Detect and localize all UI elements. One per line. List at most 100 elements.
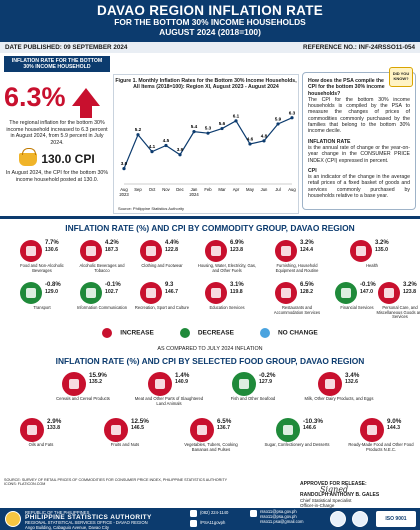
food-label: Oils and Fats [28, 442, 54, 447]
commodity-label: Education Services [209, 305, 245, 310]
commodity-rate: 3.2% [403, 282, 417, 288]
food-group-item: 3.4% 132.6 Milk, Other Dairy Products, and… [305, 372, 373, 401]
data-point [136, 133, 140, 137]
food-group-item: 2.9% 133.8 Oils and Fats [20, 418, 61, 447]
decrease-dot-icon [179, 328, 190, 338]
food-group-item: 12.5% 146.5 Fruits and Nuts [104, 418, 149, 447]
food-label: Fish and Other Seafood [230, 396, 276, 401]
increase-dot-icon [102, 328, 113, 338]
tick-label-year: 2024 [189, 192, 199, 197]
dyk-question: How does the PSA compile the CPI for the… [308, 78, 385, 97]
care-icon [378, 282, 400, 304]
page-subtitle: FOR THE BOTTOM 30% INCOME HOUSEHOLDS [114, 17, 306, 27]
basket-icon [19, 147, 38, 166]
page-title: DAVAO REGION INFLATION RATE [96, 3, 324, 18]
commodity-item: 3.2% 135.0 Health [350, 240, 389, 268]
commodity-label: Clothing and Footwear [141, 263, 183, 268]
date-published: DATE PUBLISHED: 09 SEPTEMBER 2024 [5, 44, 128, 51]
def-cpi-heading: CPI [308, 167, 317, 174]
food-rate: 6.5% [217, 418, 232, 425]
tick-label: Sep [134, 187, 142, 192]
food-cpi: 136.7 [217, 425, 230, 431]
data-label: 5.4 [191, 124, 198, 129]
sugar-icon [276, 418, 300, 442]
data-label: 6.1 [233, 113, 240, 118]
plate-icon [275, 282, 297, 304]
data-label: 4.1 [149, 144, 156, 149]
commodity-item: 9.3 146.7 Recreation, Sport and Culture [135, 282, 189, 310]
tick-label: Jun [261, 187, 268, 192]
milk-icon [318, 372, 342, 396]
commodity-label: Recreation, Sport and Culture [134, 305, 190, 310]
commodity-item: -0.8% 129.0 Transport [20, 282, 61, 310]
chart-source: Source: Philippine Statistics Authority [118, 206, 185, 211]
data-point [206, 131, 210, 135]
commodity-rate: 3.2% [375, 240, 389, 246]
commodity-rate: 4.4% [165, 240, 179, 246]
commodity-label: Health [366, 263, 378, 268]
health-icon [350, 240, 372, 262]
data-point [290, 116, 294, 120]
data-label: 4.6 [247, 136, 254, 141]
food-cpi: 146.6 [303, 425, 316, 431]
data-label: 5.9 [275, 116, 282, 121]
legend-decrease: DECREASE [179, 328, 234, 338]
did-you-know-badge: DID YOU KNOW? [389, 67, 413, 87]
footer: REPUBLIC OF THE PHILIPPINES PHILIPPINE S… [0, 508, 420, 530]
food-rate: -0.2% [259, 372, 276, 379]
cpi-description: In August 2024, the CPI for the bottom 3… [5, 170, 109, 183]
data-point [262, 139, 266, 143]
footer-email-3[interactable]: rsso11.psa@gmail.com [260, 519, 304, 524]
commodity-label: Information Communication [76, 305, 128, 310]
commodity-label: Furnishing, Household Equipment and Rout… [275, 263, 319, 273]
food-label: Cereals and Cereal Products [56, 396, 110, 401]
shirt-icon [140, 240, 162, 262]
food-label: Meat and Other Parts of Slaughtered Land… [134, 396, 204, 406]
commodity-rate: 3.1% [230, 282, 244, 288]
commodity-item: 3.1% 119.8 Education Services [205, 282, 245, 310]
phone-icon [80, 282, 102, 304]
up-arrow-icon [71, 88, 100, 118]
divider [0, 216, 420, 219]
footer-email-2[interactable]: rsso11@psa.gov.ph [260, 514, 297, 519]
email-icon [250, 510, 257, 517]
food-cpi: 127.9 [259, 379, 272, 385]
food-rate: 9.0% [387, 418, 402, 425]
reference-no: REFERENCE NO.: INF-24RSSO11-054 [303, 44, 415, 51]
agency-name: PHILIPPINE STATISTICS AUTHORITY [25, 514, 152, 521]
data-point [122, 167, 126, 171]
food-label: Ready-Made Food and Other Food Products … [348, 442, 414, 452]
psa-logo-icon [352, 511, 368, 527]
bagong-pilipinas-logo-icon [330, 511, 346, 527]
food-cpi: 140.9 [175, 379, 188, 385]
chart-svg: 3.0 5.2 4.1 4.5 3.9 5.4 5.3 5.6 6.1 4.6 4.8 5.9 6.3 A… [119, 110, 296, 197]
approver-position-1: Chief Statistical Specialist [300, 497, 352, 503]
commodity-label: Personal Care, and Miscellaneous Goods a… [376, 305, 420, 320]
sofa-icon [275, 240, 297, 262]
commodity-cpi: 147.0 [360, 289, 373, 295]
page-subtitle-date: AUGUST 2024 (2018=100) [159, 26, 261, 37]
approval-title: APPROVED FOR RELEASE: [300, 481, 367, 487]
data-point [276, 122, 280, 126]
tick-label: Oct [149, 187, 156, 192]
commodity-cpi: 123.8 [403, 289, 416, 295]
commodity-rate: -0.1% [105, 282, 121, 288]
commodity-rate: 7.7% [45, 240, 59, 246]
ready-food-icon [360, 418, 384, 442]
footer-facebook[interactable]: /PSA11govph [200, 520, 226, 525]
tick-label: Jul [275, 187, 280, 192]
food-label: Sugar, Confectionery and Desserts [264, 442, 330, 447]
data-point [192, 130, 196, 134]
commodity-label: Financial Services [340, 305, 374, 310]
food-cpi: 144.3 [387, 425, 400, 431]
tick-label-year: 2023 [119, 192, 129, 197]
veg-icon [190, 418, 214, 442]
footer-phone: (082) 224-1140 [200, 510, 229, 515]
legend-increase: INCREASE [102, 328, 154, 338]
facebook-icon[interactable] [190, 520, 197, 527]
commodity-rate: 6.9% [230, 240, 244, 246]
commodity-item: 6.5% 128.2 Restaurants and Accommodation S… [274, 282, 320, 314]
footer-email[interactable]: rsso11@psa.gov.ph [260, 509, 297, 514]
headline-cpi: 130.0 CPI [4, 147, 110, 166]
car-icon [20, 282, 42, 304]
